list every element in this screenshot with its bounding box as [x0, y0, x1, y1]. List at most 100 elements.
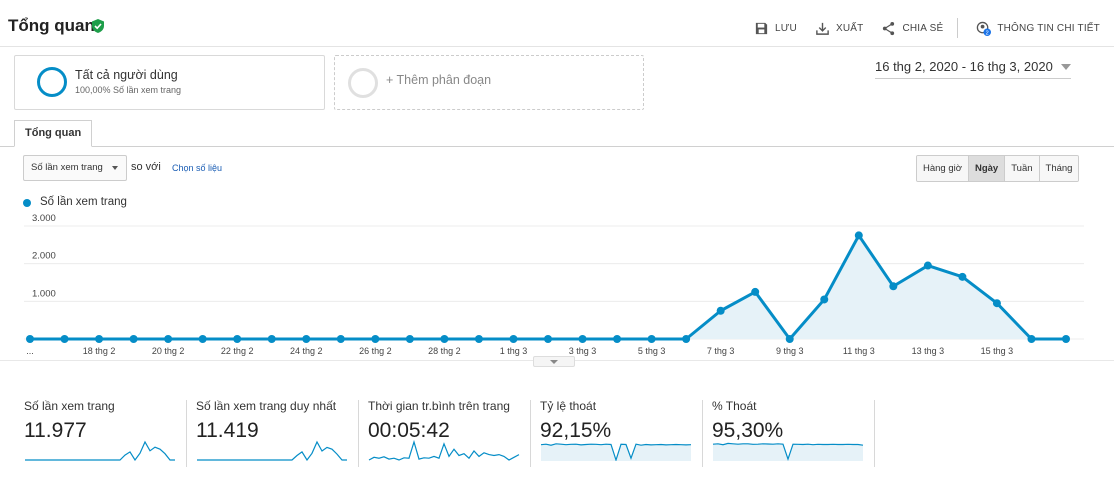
data-point [95, 335, 104, 343]
export-label: XUẤT [835, 22, 864, 34]
scorecard[interactable]: Thời gian tr.bình trên trang 00:05:42 [368, 399, 528, 469]
x-tick-label: 13 thg 3 [912, 346, 945, 356]
legend-dot-icon [23, 199, 31, 207]
data-point [578, 335, 587, 343]
data-point [440, 335, 449, 343]
data-point [923, 261, 932, 270]
data-point [958, 272, 967, 281]
x-tick-label: 22 thg 2 [221, 346, 254, 356]
data-point [198, 335, 207, 343]
x-tick-label: 7 thg 3 [707, 346, 735, 356]
verified-shield-icon [92, 19, 104, 33]
scorecard-sparkline [197, 440, 347, 461]
scorecard-title: Thời gian tr.bình trên trang [368, 399, 510, 413]
data-point [164, 335, 173, 343]
data-point [371, 335, 380, 343]
x-tick-label: ... [26, 346, 34, 356]
share-button[interactable]: CHIA SẺ [881, 21, 943, 36]
tab-overview[interactable]: Tổng quan [14, 120, 93, 147]
insights-button[interactable]: 2 THÔNG TIN CHI TIẾT [976, 21, 1100, 36]
scorecard[interactable]: % Thoát 95,30% [712, 399, 872, 469]
insights-label: THÔNG TIN CHI TIẾT [997, 22, 1100, 34]
scorecard[interactable]: Tỷ lệ thoát 92,15% [540, 399, 700, 469]
date-range-picker[interactable]: 16 thg 2, 2020 - 16 thg 3, 2020 [875, 59, 1071, 79]
segment-detail: 100,00% Số lần xem trang [75, 85, 182, 95]
data-point [682, 335, 691, 343]
save-button[interactable]: LƯU [754, 21, 797, 36]
x-tick-label: 26 thg 2 [359, 346, 392, 356]
data-point [854, 231, 863, 240]
data-point [820, 295, 829, 304]
data-point [1027, 335, 1036, 343]
data-point [716, 306, 725, 315]
scorecard-sparkline [368, 439, 520, 461]
data-point [751, 287, 760, 296]
metric-select[interactable]: Số lần xem trang [23, 155, 127, 181]
granularity-day-button[interactable]: Ngày [967, 156, 1005, 181]
scorecard-divider [358, 400, 359, 467]
granularity-week-button[interactable]: Tuần [1004, 156, 1039, 181]
data-point [405, 335, 414, 343]
save-icon [755, 22, 768, 34]
scorecard[interactable]: Số lần xem trang 11.977 [24, 399, 184, 469]
granularity-hourly-button[interactable]: Hàng giờ [917, 156, 968, 181]
data-point [509, 335, 518, 343]
data-point [647, 335, 656, 343]
scorecard-divider [874, 400, 875, 467]
data-point [544, 335, 552, 343]
segment-card-all-users[interactable]: Tất cả người dùng 100,00% Số lần xem tra… [14, 55, 325, 110]
chevron-down-icon [112, 166, 118, 170]
sparkline-area [541, 443, 691, 461]
x-tick-label: 3 thg 3 [569, 346, 597, 356]
scorecard-value: 95,30% [712, 419, 784, 442]
export-button[interactable]: XUẤT [815, 21, 863, 36]
x-tick-label: 18 thg 2 [83, 346, 116, 356]
choose-metric-link[interactable]: Chọn số liệu [172, 163, 223, 173]
download-icon [816, 22, 829, 35]
y-tick-label: 2.000 [32, 251, 56, 262]
scorecard-title: Số lần xem trang [24, 399, 115, 413]
x-tick-label: 20 thg 2 [152, 346, 185, 356]
header-divider-line [0, 46, 1114, 47]
sparkline-line [197, 440, 347, 461]
share-icon [883, 21, 895, 35]
scorecard-title: Tỷ lệ thoát [540, 399, 597, 413]
data-point [785, 335, 794, 343]
scorecard-value: 92,15% [540, 419, 612, 442]
scorecard-value: 11.977 [24, 419, 87, 442]
granularity-month-button[interactable]: Tháng [1038, 156, 1079, 181]
add-segment-card[interactable]: + Thêm phân đoạn [334, 55, 644, 110]
data-point [613, 335, 622, 343]
pageviews-chart: 1.000 2.000 3.000... 18 thg 2 20 thg 2 22 thg… [24, 213, 1084, 356]
x-tick-label: 5 thg 3 [638, 346, 666, 356]
chart-collapse-handle[interactable] [533, 356, 575, 367]
scorecard-divider [702, 400, 703, 467]
data-point [992, 299, 1001, 308]
y-tick-label: 1.000 [32, 288, 56, 299]
data-point [474, 335, 483, 343]
scorecard-value: 11.419 [196, 419, 259, 442]
chevron-down-icon [1060, 63, 1071, 70]
date-range-label: 16 thg 2, 2020 - 16 thg 3, 2020 [875, 59, 1053, 74]
scorecard-divider [186, 400, 187, 467]
legend-label: Số lần xem trang [40, 196, 127, 208]
segment-ring-icon [37, 67, 67, 97]
insights-badge: 2 [986, 30, 989, 36]
insights-icon: 2 [977, 21, 992, 36]
series-area [30, 235, 1066, 339]
x-tick-label: 9 thg 3 [776, 346, 804, 356]
scorecard-sparkline [712, 442, 864, 461]
scorecard-title: Số lần xem trang duy nhất [196, 399, 337, 413]
scorecard[interactable]: Số lần xem trang duy nhất 11.419 [196, 399, 356, 469]
segment-name: Tất cả người dùng [75, 68, 178, 82]
add-segment-ring-icon [348, 68, 378, 98]
metric-select-value: Số lần xem trang [31, 162, 103, 173]
x-tick-label: 1 thg 3 [500, 346, 528, 356]
x-tick-label: 28 thg 2 [428, 346, 461, 356]
scorecard-sparkline [25, 440, 175, 461]
header-divider [957, 18, 959, 38]
sparkline-area [713, 443, 863, 461]
sparkline-line [712, 442, 864, 461]
data-point [267, 335, 276, 343]
share-label: CHIA SẺ [902, 22, 944, 34]
